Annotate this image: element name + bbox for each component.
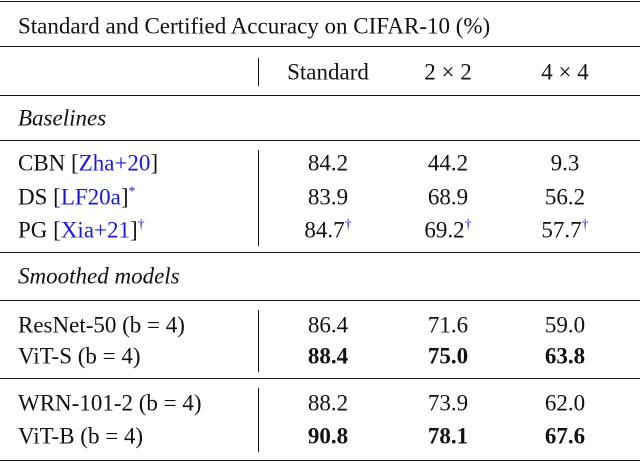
label-text: ] bbox=[120, 184, 129, 210]
footnote-mark: † bbox=[464, 217, 472, 233]
citation: Xia+21 bbox=[60, 217, 130, 243]
cell: 57.7† bbox=[541, 217, 589, 243]
cell: 88.2 bbox=[308, 392, 348, 415]
footnote-mark: * bbox=[128, 184, 136, 200]
cell-value: 71.6 bbox=[427, 312, 469, 338]
column-divider bbox=[258, 310, 259, 372]
cell-value: 88.4 bbox=[307, 343, 349, 369]
column-header: 2 × 2 bbox=[424, 59, 472, 85]
cell-value: 68.9 bbox=[427, 184, 469, 210]
cell-value: 56.2 bbox=[544, 184, 586, 210]
rule bbox=[0, 140, 640, 141]
column-header: 4 × 4 bbox=[541, 59, 589, 85]
cell-value: 9.3 bbox=[550, 150, 580, 176]
footnote-mark: † bbox=[344, 217, 352, 233]
label-text: ] bbox=[130, 217, 138, 243]
table-title: Standard and Certified Accuracy on CIFAR… bbox=[18, 13, 491, 39]
rule bbox=[0, 300, 640, 301]
row-label: ViT-B (b = 4) bbox=[18, 425, 143, 448]
cell: 75.0 bbox=[428, 345, 468, 368]
rule bbox=[0, 1, 640, 2]
row-label: ViT-S (b = 4) bbox=[18, 345, 141, 368]
rule bbox=[0, 378, 640, 379]
row-label: ResNet-50 (b = 4) bbox=[18, 314, 185, 337]
section-label: Smoothed models bbox=[18, 263, 180, 289]
cell-value: 59.0 bbox=[544, 312, 586, 338]
citation: Zha+20 bbox=[78, 150, 151, 176]
cell-value: 78.1 bbox=[427, 423, 469, 449]
cell-value: 44.2 bbox=[427, 150, 469, 176]
cell-value: 75.0 bbox=[427, 343, 469, 369]
cell: 88.4 bbox=[308, 345, 348, 368]
cell-value: 67.6 bbox=[544, 423, 586, 449]
label-text: PG [ bbox=[18, 217, 61, 243]
section-label: Baselines bbox=[18, 105, 107, 131]
cell: 90.8 bbox=[308, 425, 348, 448]
column-divider bbox=[258, 388, 259, 452]
rule bbox=[0, 46, 640, 47]
cell-value: 69.2 bbox=[424, 217, 465, 243]
column-divider bbox=[258, 58, 259, 86]
column-divider bbox=[258, 150, 259, 246]
label-text: CBN [ bbox=[18, 150, 79, 176]
row-label: DS [LF20a]* bbox=[18, 184, 136, 210]
cell-value: 88.2 bbox=[307, 390, 349, 416]
citation: LF20a bbox=[60, 184, 121, 210]
cell-value: 86.4 bbox=[307, 312, 349, 338]
cell: 9.3 bbox=[551, 152, 580, 175]
cell: 44.2 bbox=[428, 152, 468, 175]
cell: 69.2† bbox=[424, 217, 472, 243]
cell: 78.1 bbox=[428, 425, 468, 448]
cell-value: 73.9 bbox=[427, 390, 469, 416]
footnote-mark: † bbox=[581, 217, 589, 233]
cell: 84.7† bbox=[304, 217, 352, 243]
cell-value: 90.8 bbox=[307, 423, 349, 449]
row-label: CBN [Zha+20] bbox=[18, 152, 158, 175]
cell: 73.9 bbox=[428, 392, 468, 415]
rule bbox=[0, 95, 640, 96]
label-text: ] bbox=[150, 150, 159, 176]
cell: 84.2 bbox=[308, 152, 348, 175]
cell-value: 62.0 bbox=[544, 390, 586, 416]
cell-value: 83.9 bbox=[307, 184, 349, 210]
cell: 83.9 bbox=[308, 186, 348, 209]
cell-value: 84.2 bbox=[307, 150, 349, 176]
cell: 86.4 bbox=[308, 314, 348, 337]
cell: 67.6 bbox=[545, 425, 585, 448]
label-text: ResNet-50 (b = 4) bbox=[18, 312, 185, 338]
label-text: ViT-B (b = 4) bbox=[18, 423, 144, 449]
rule bbox=[0, 460, 640, 461]
cell-value: 63.8 bbox=[544, 343, 586, 369]
row-label: PG [Xia+21]† bbox=[18, 217, 145, 243]
cell: 71.6 bbox=[428, 314, 468, 337]
label-text: ViT-S (b = 4) bbox=[18, 343, 141, 369]
cell: 56.2 bbox=[545, 186, 585, 209]
label-text: DS [ bbox=[18, 184, 61, 210]
label-text: WRN-101-2 (b = 4) bbox=[18, 390, 202, 416]
row-label: WRN-101-2 (b = 4) bbox=[18, 392, 202, 415]
cell: 63.8 bbox=[545, 345, 585, 368]
rule bbox=[0, 252, 640, 253]
cell-value: 57.7 bbox=[541, 217, 582, 243]
cell: 68.9 bbox=[428, 186, 468, 209]
footnote-mark: † bbox=[137, 217, 145, 233]
cell-value: 84.7 bbox=[304, 217, 345, 243]
cell: 59.0 bbox=[545, 314, 585, 337]
cell: 62.0 bbox=[545, 392, 585, 415]
column-header: Standard bbox=[287, 59, 369, 85]
